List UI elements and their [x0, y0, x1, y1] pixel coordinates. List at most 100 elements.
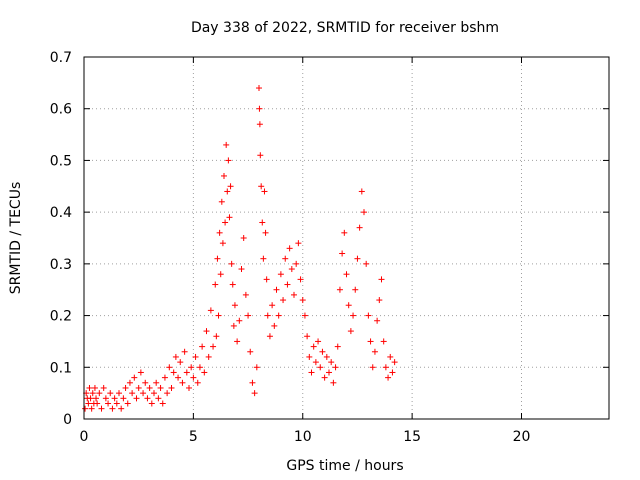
data-point: [164, 390, 171, 397]
data-point: [288, 266, 295, 273]
data-point: [111, 395, 118, 402]
data-point: [222, 219, 229, 226]
data-point: [137, 369, 144, 376]
data-point: [190, 374, 197, 381]
axis-ticks: 0 5 10 15 20 0 0.1 0.2 0.3 0.4 0.5 0.6 0.7: [50, 50, 609, 445]
data-point: [286, 245, 293, 252]
data-point: [214, 255, 221, 262]
data-point: [262, 229, 269, 236]
data-point: [122, 384, 129, 391]
data-point: [258, 183, 265, 190]
data-point: [256, 121, 263, 128]
data-point: [161, 374, 168, 381]
data-point: [257, 152, 264, 159]
x-tick-label: 5: [189, 429, 198, 445]
data-point: [181, 348, 188, 355]
y-tick-label: 0.5: [50, 153, 72, 169]
data-point: [352, 286, 359, 293]
data-point: [369, 364, 376, 371]
grid-lines: [84, 57, 609, 419]
data-point: [144, 395, 151, 402]
data-point: [275, 312, 282, 319]
data-point: [363, 260, 370, 267]
data-point: [196, 364, 203, 371]
data-point: [82, 405, 89, 412]
data-point: [306, 353, 313, 360]
data-point: [293, 260, 300, 267]
data-point: [326, 369, 332, 376]
data-point: [295, 240, 302, 247]
data-point: [382, 364, 389, 371]
data-point: [376, 297, 383, 304]
data-point: [341, 229, 348, 236]
data-point: [107, 390, 114, 397]
data-point: [116, 390, 122, 397]
data-points: [82, 85, 398, 412]
data-point: [339, 250, 346, 257]
data-point: [113, 400, 120, 407]
data-point: [175, 374, 182, 381]
data-point: [96, 390, 103, 397]
data-point: [260, 255, 267, 262]
x-tick-label: 10: [294, 429, 312, 445]
data-point: [218, 198, 225, 205]
data-point: [168, 384, 175, 391]
data-point: [378, 276, 385, 283]
data-point: [345, 302, 352, 309]
data-point: [282, 255, 289, 262]
data-point: [277, 271, 284, 278]
data-point: [216, 229, 223, 236]
data-point: [347, 328, 354, 335]
data-point: [179, 379, 186, 386]
data-point: [201, 369, 208, 376]
data-point: [86, 384, 93, 391]
data-point: [389, 369, 396, 376]
data-point: [249, 379, 256, 386]
data-point: [100, 384, 107, 391]
data-point: [221, 172, 227, 179]
y-tick-label: 0: [63, 412, 72, 428]
y-tick-label: 0.6: [50, 102, 72, 118]
data-point: [188, 364, 195, 371]
data-point: [157, 384, 164, 391]
data-point: [131, 374, 138, 381]
data-point: [266, 333, 273, 340]
data-point: [245, 312, 252, 319]
data-point: [146, 384, 153, 391]
data-point: [330, 379, 337, 386]
data-point: [227, 183, 234, 190]
data-point: [273, 286, 280, 293]
chart-title: Day 338 of 2022, SRMTID for receiver bsh…: [191, 20, 499, 36]
data-point: [91, 384, 98, 391]
data-point: [129, 390, 136, 397]
data-point: [312, 359, 319, 366]
data-point: [199, 343, 206, 350]
data-point: [223, 141, 230, 148]
data-point: [205, 353, 212, 360]
data-point: [297, 276, 304, 283]
x-tick-label: 20: [513, 429, 531, 445]
y-tick-label: 0.2: [50, 309, 72, 325]
data-point: [229, 281, 236, 288]
data-point: [236, 317, 243, 324]
data-point: [391, 359, 398, 366]
data-point: [259, 219, 266, 226]
data-point: [183, 369, 190, 376]
data-point: [159, 400, 166, 407]
data-point: [387, 353, 394, 360]
data-point: [109, 405, 116, 412]
data-point: [153, 379, 160, 386]
data-point: [230, 322, 237, 329]
data-point: [263, 276, 270, 283]
data-point: [356, 224, 363, 231]
data-point: [361, 209, 367, 216]
data-point: [186, 384, 192, 391]
data-point: [365, 312, 372, 319]
data-point: [124, 400, 131, 407]
data-point: [247, 348, 254, 355]
data-point: [213, 333, 220, 340]
data-point: [148, 400, 155, 407]
data-point: [226, 214, 233, 221]
data-point: [310, 343, 317, 350]
data-point: [177, 359, 184, 366]
